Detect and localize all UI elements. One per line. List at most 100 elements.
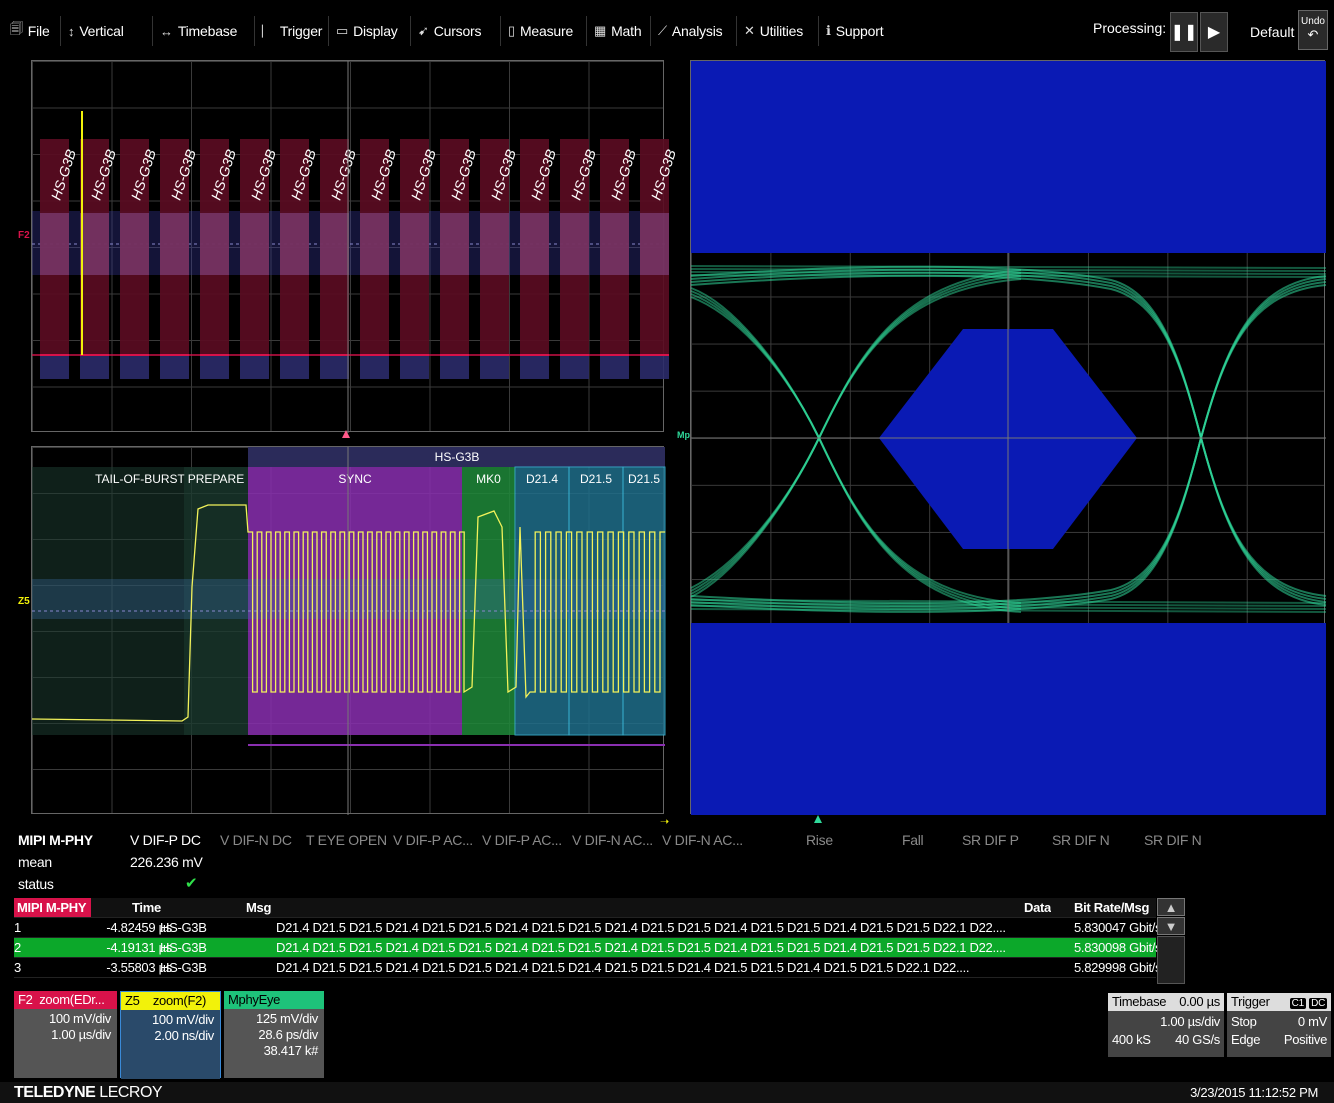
menu-separator xyxy=(500,16,501,46)
measure-param-11[interactable]: SR DIF N xyxy=(1144,832,1202,848)
brand-logo: TELEDYNE LECROY xyxy=(14,1084,163,1102)
undo-button[interactable]: Undo ↶ xyxy=(1298,10,1328,50)
eye-descriptor[interactable]: MphyEye 125 mV/div 28.6 ps/div 38.417 k# xyxy=(224,991,324,1078)
f2-waveform-grid[interactable]: HS-G3B HS-G3B HS-G3B HS-G3B HS-G3B HS-G3B HS-G… xyxy=(31,60,679,433)
measure-param-6[interactable]: V DIF-N AC... xyxy=(662,832,743,848)
menu-label: Analysis xyxy=(671,23,723,39)
menu-separator xyxy=(736,16,737,46)
measure-param-8[interactable]: Fall xyxy=(902,832,924,848)
decode-segment-label: D21.5 xyxy=(580,472,612,486)
menu-separator xyxy=(254,16,255,46)
eye-ground-marker[interactable]: Mp xyxy=(677,430,690,440)
analysis-chart-icon: ⟋ xyxy=(658,23,667,38)
measure-param-5[interactable]: V DIF-N AC... xyxy=(572,832,653,848)
protocol-header: MIPI M-PHY xyxy=(14,898,91,917)
default-setup-button[interactable]: Default xyxy=(1250,24,1295,40)
undo-label: Undo xyxy=(1301,16,1325,27)
table-row[interactable]: 3 -3.55803 µs HS-G3B D21.4 D21.5 D21.5 D21.… xyxy=(14,958,1158,978)
brand-light: LECROY xyxy=(99,1084,163,1101)
run-button[interactable]: ▶ xyxy=(1200,12,1228,52)
decode-header-label: HS-G3B xyxy=(435,450,480,464)
chevron-down-icon: ▼ xyxy=(1164,919,1178,934)
table-row[interactable]: 1 -4.82459 µs HS-G3B D21.4 D21.5 D21.5 D21.… xyxy=(14,918,1158,938)
f2-hdiv: 1.00 µs/div xyxy=(51,1027,111,1042)
undo-icon: ↶ xyxy=(1307,27,1319,42)
decode-header-bar xyxy=(248,447,665,467)
measure-param-3[interactable]: V DIF-P AC... xyxy=(393,832,473,848)
measure-param-4[interactable]: V DIF-P AC... xyxy=(482,832,562,848)
info-icon: ℹ xyxy=(826,23,831,38)
trigger-mode: Stop xyxy=(1231,1014,1257,1029)
cell-index: 1 xyxy=(14,920,21,935)
menu-timebase[interactable]: ↔ Timebase xyxy=(160,18,237,44)
eye-diagram-grid[interactable] xyxy=(690,60,1327,815)
measure-param-2[interactable]: T EYE OPEN xyxy=(306,832,387,848)
tools-icon: ✕ xyxy=(744,23,755,38)
table-scroll-down-button[interactable]: ▼ xyxy=(1157,917,1185,935)
trigger-descriptor[interactable]: Trigger C1 DC Stop 0 mV Edge Positive xyxy=(1227,993,1331,1059)
menu-analysis[interactable]: ⟋ Analysis xyxy=(658,18,723,44)
f2-ground-marker[interactable]: F2 xyxy=(18,230,30,241)
menu-label: Trigger xyxy=(279,23,323,39)
menu-label: Utilities xyxy=(759,23,804,39)
timebase-descriptor[interactable]: Timebase 0.00 µs 1.00 µs/div 400 kS 40 G… xyxy=(1108,993,1224,1059)
menu-support[interactable]: ℹ Support xyxy=(826,18,884,44)
menu-label: Display xyxy=(353,23,398,39)
measure-param-7[interactable]: Rise xyxy=(806,832,833,848)
status-row-label: status xyxy=(18,876,54,892)
menu-separator xyxy=(152,16,153,46)
menu-file[interactable]: 🗐 File xyxy=(10,18,50,44)
z5-ground-marker[interactable]: Z5 xyxy=(18,596,30,607)
measure-param-0[interactable]: V DIF-P DC xyxy=(130,832,201,848)
chevron-up-icon: ▲ xyxy=(1164,900,1178,915)
eye-trigger-marker[interactable] xyxy=(814,815,822,823)
measure-param-10[interactable]: SR DIF N xyxy=(1052,832,1110,848)
menu-separator xyxy=(586,16,587,46)
z5-vdiv: 100 mV/div xyxy=(151,1012,214,1027)
f2-descriptor[interactable]: F2 zoom(EDr... 100 mV/div 1.00 µs/div xyxy=(14,991,117,1078)
status-footer: TELEDYNE LECROY 3/23/2015 11:12:52 PM xyxy=(0,1082,1334,1103)
decode-segment[interactable] xyxy=(514,466,570,736)
measure-icon: ▯ xyxy=(508,23,515,38)
menu-utilities[interactable]: ✕ Utilities xyxy=(744,18,803,44)
data-header: Data xyxy=(1024,900,1051,915)
menu-label: File xyxy=(27,23,50,39)
trigger-source-badge: C1 xyxy=(1289,998,1306,1009)
zoom-position-marker[interactable] xyxy=(342,430,350,438)
menu-vertical[interactable]: ↕ Vertical xyxy=(68,18,124,44)
f2-name: F2 xyxy=(18,992,33,1007)
cell-time: -4.19131 µs xyxy=(106,940,172,955)
decode-table[interactable]: MIPI M-PHY Time Msg Data Bit Rate/Msg 1 -… xyxy=(14,898,1158,978)
f2-source: zoom(EDr... xyxy=(39,992,105,1007)
trigger-type: Edge xyxy=(1231,1032,1261,1047)
decode-segment[interactable] xyxy=(462,467,515,735)
time-header: Time xyxy=(132,900,161,915)
trigger-coupling-badge: DC xyxy=(1309,998,1327,1009)
decode-segment[interactable] xyxy=(184,467,248,735)
menu-measure[interactable]: ▯ Measure xyxy=(508,18,573,44)
pause-button[interactable]: ❚❚ xyxy=(1170,12,1198,52)
table-row[interactable]: 2 -4.19131 µs HS-G3B D21.4 D21.5 D21.5 D21.… xyxy=(14,938,1158,958)
table-scrollbar[interactable] xyxy=(1157,936,1185,984)
msg-header: Msg xyxy=(246,900,272,915)
processing-label: Processing: xyxy=(1093,20,1167,36)
measure-param-9[interactable]: SR DIF P xyxy=(962,832,1019,848)
trigger-level: 0 mV xyxy=(1297,1014,1327,1029)
menu-math[interactable]: ▦ Math xyxy=(594,18,642,44)
z5-zoom-grid[interactable]: HS-G3B TAIL-OF-BURST PREPARE SYNC MK0 D21.4 D2… xyxy=(31,446,666,815)
bitrate-header: Bit Rate/Msg xyxy=(1074,900,1150,915)
eye-hdiv: 28.6 ps/div xyxy=(258,1027,318,1042)
eye-diagram xyxy=(690,61,1327,815)
menu-trigger[interactable]: ⎸ Trigger xyxy=(262,18,322,44)
menu-display[interactable]: ▭ Display xyxy=(336,18,398,44)
play-icon: ▶ xyxy=(1207,24,1221,41)
table-scroll-up-button[interactable]: ▲ xyxy=(1157,898,1185,916)
menu-cursors[interactable]: ➹ Cursors xyxy=(418,18,482,44)
z5-descriptor[interactable]: Z5 zoom(F2) 100 mV/div 2.00 ns/div xyxy=(120,991,221,1079)
measure-param-1[interactable]: V DIF-N DC xyxy=(220,832,292,848)
cursor-icon: ➹ xyxy=(418,23,429,38)
decode-segment[interactable] xyxy=(248,467,462,735)
decode-segment[interactable] xyxy=(568,466,624,736)
f2-packet: HS-G3B xyxy=(120,139,159,379)
cell-msg: HS-G3B xyxy=(160,960,207,975)
